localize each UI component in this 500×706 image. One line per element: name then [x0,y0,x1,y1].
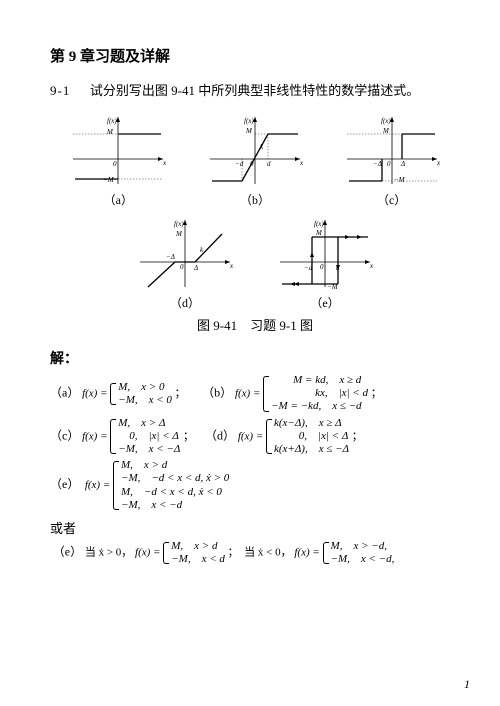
svg-text:0: 0 [320,263,324,271]
figure-d: f(x) x 0 M Δ −Δ k （d） [130,212,240,311]
figure-caption: 图 9-41 习题 9-1 图 [50,315,460,334]
svg-text:M: M [382,127,390,135]
alt-header: 或者 [50,518,460,537]
figure-d-label: （d） [130,294,240,311]
svg-text:f(x): f(x) [107,117,117,125]
svg-text:Δ: Δ [400,160,405,168]
svg-text:−M: −M [327,283,339,291]
svg-text:d: d [336,264,340,272]
equation-ab: （a） f(x) = M, x > 0 −M, x < 0 ； （b） f(x)… [50,374,460,414]
svg-text:M: M [106,128,114,136]
svg-text:f(x): f(x) [314,220,324,228]
svg-text:x: x [299,159,304,167]
equation-e-alt: （e） 当 ẋ > 0， f(x) = M, x > d −M, x < d ；… [50,540,460,566]
chapter-title: 第 9 章习题及详解 [50,45,460,66]
problem-text: 试分别写出图 9-41 中所列典型非线性特性的数学描述式。 [90,83,419,98]
svg-text:M: M [245,127,253,135]
svg-text:−d: −d [304,264,313,272]
svg-text:f(x): f(x) [244,117,254,125]
problem-statement: 9-1 试分别写出图 9-41 中所列典型非线性特性的数学描述式。 [50,80,460,99]
svg-text:d: d [267,160,271,168]
figure-a-label: （a） [63,191,173,208]
svg-text:x: x [436,159,441,167]
svg-text:x: x [369,262,374,270]
svg-text:k: k [260,143,264,151]
problem-number: 9-1 [50,83,70,98]
svg-text:Δ: Δ [193,264,198,272]
figure-b: f(x) x 0 M d −d k （b） [200,109,310,208]
svg-text:−Δ: −Δ [166,253,175,261]
page-number: 1 [464,677,470,692]
svg-text:−d: −d [235,160,244,168]
figure-e: f(x) x 0 M −M d −d （e） [270,212,380,311]
svg-text:f(x): f(x) [381,117,391,125]
svg-text:−M: −M [103,176,115,184]
svg-text:x: x [162,159,167,167]
svg-text:f(x): f(x) [174,220,184,228]
equation-cd: （c） f(x) = M, x > Δ 0, |x| < Δ −M, x < −… [50,417,460,457]
figure-b-label: （b） [200,191,310,208]
equation-e: （e） f(x) = M, x > d −M, −d < x < d, ẋ > … [50,459,460,512]
svg-text:M: M [175,230,183,238]
figure-row-2: f(x) x 0 M Δ −Δ k （d） f(x) [50,212,460,311]
figure-c-label: （c） [337,191,447,208]
svg-text:0: 0 [387,160,391,168]
svg-text:M: M [315,229,323,237]
svg-text:−M: −M [394,176,406,184]
svg-text:x: x [229,262,234,270]
svg-text:0: 0 [180,263,184,271]
figure-a: f(x) x 0 M −M （a） [63,109,173,208]
svg-text:−Δ: −Δ [373,160,382,168]
figure-e-label: （e） [270,294,380,311]
figure-row-1: f(x) x 0 M −M （a） f(x) [50,109,460,208]
figure-c: f(x) x 0 M −M Δ −Δ （c） [337,109,447,208]
solution-header: 解： [50,348,460,368]
svg-text:0: 0 [113,160,117,168]
